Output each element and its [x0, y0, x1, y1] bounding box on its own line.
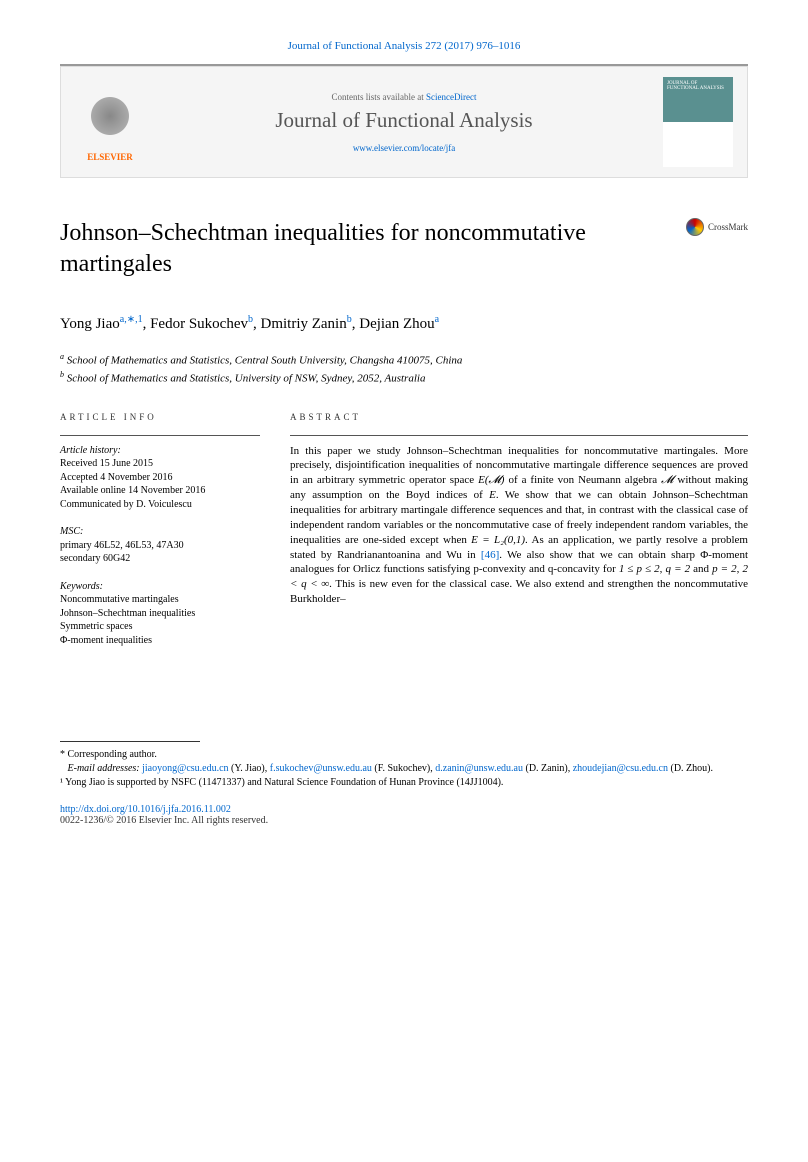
sciencedirect-link[interactable]: ScienceDirect — [426, 92, 476, 102]
journal-banner: ELSEVIER Contents lists available at Sci… — [60, 66, 748, 178]
msc-block: MSC: primary 46L52, 46L53, 47A30 seconda… — [60, 525, 260, 566]
email-link[interactable]: jiaoyong@csu.edu.cn — [142, 763, 228, 774]
affiliations: a School of Mathematics and Statistics, … — [60, 351, 748, 387]
abstract-text: In this paper we study Johnson–Schechtma… — [290, 444, 748, 607]
elsevier-logo[interactable]: ELSEVIER — [75, 82, 145, 162]
email-link[interactable]: d.zanin@unsw.edu.au — [435, 763, 523, 774]
author: Fedor Sukochevb — [150, 316, 253, 332]
contents-line: Contents lists available at ScienceDirec… — [159, 92, 649, 102]
title-row: Johnson–Schechtman inequalities for nonc… — [60, 218, 748, 286]
email-link[interactable]: zhoudejian@csu.edu.cn — [573, 763, 668, 774]
journal-homepage: www.elsevier.com/locate/jfa — [159, 143, 649, 153]
banner-middle: Contents lists available at ScienceDirec… — [159, 92, 649, 153]
author: Dmitriy Zaninb — [260, 316, 351, 332]
info-rule — [60, 435, 260, 436]
crossmark-badge[interactable]: CrossMark — [686, 218, 748, 236]
copyright-line: 0022-1236/© 2016 Elsevier Inc. All right… — [60, 815, 748, 826]
article-history: Article history: Received 15 June 2015 A… — [60, 444, 260, 512]
email-line: E-mail addresses: jiaoyong@csu.edu.cn (Y… — [60, 762, 748, 776]
keywords-block: Keywords: Noncommutative martingales Joh… — [60, 580, 260, 648]
journal-name: Journal of Functional Analysis — [159, 108, 649, 133]
journal-cover-thumb[interactable]: JOURNAL OF FUNCTIONAL ANALYSIS — [663, 77, 733, 167]
email-link[interactable]: f.sukochev@unsw.edu.au — [270, 763, 372, 774]
authors-line: Yong Jiaoa,∗,1, Fedor Sukochevb, Dmitriy… — [60, 314, 748, 333]
doi-block: http://dx.doi.org/10.1016/j.jfa.2016.11.… — [60, 804, 748, 826]
crossmark-icon — [686, 218, 704, 236]
journal-url-link[interactable]: www.elsevier.com/locate/jfa — [353, 143, 455, 153]
crossmark-label: CrossMark — [708, 222, 748, 232]
abstract-column: ABSTRACT In this paper we study Johnson–… — [290, 411, 748, 661]
article-info-column: ARTICLE INFO Article history: Received 1… — [60, 411, 260, 661]
info-abstract-columns: ARTICLE INFO Article history: Received 1… — [60, 411, 748, 661]
article-title: Johnson–Schechtman inequalities for nonc… — [60, 218, 686, 280]
author: Dejian Zhoua — [359, 316, 439, 332]
abstract-rule — [290, 435, 748, 436]
elsevier-label: ELSEVIER — [87, 152, 133, 162]
footnote-rule — [60, 741, 200, 742]
ref-link[interactable]: [46] — [481, 549, 499, 561]
footnotes: * Corresponding author. E-mail addresses… — [60, 748, 748, 790]
funding-note: ¹ Yong Jiao is supported by NSFC (114713… — [60, 776, 748, 790]
corresponding-note: * Corresponding author. — [60, 748, 748, 762]
header-citation: Journal of Functional Analysis 272 (2017… — [60, 40, 748, 52]
affiliation: a School of Mathematics and Statistics, … — [60, 351, 748, 369]
abstract-label: ABSTRACT — [290, 411, 748, 426]
doi-link[interactable]: http://dx.doi.org/10.1016/j.jfa.2016.11.… — [60, 804, 231, 815]
author: Yong Jiaoa,∗,1 — [60, 316, 143, 332]
article-info-label: ARTICLE INFO — [60, 411, 260, 426]
affiliation: b School of Mathematics and Statistics, … — [60, 369, 748, 387]
citation-link[interactable]: Journal of Functional Analysis 272 (2017… — [288, 40, 521, 52]
elsevier-tree-icon — [80, 92, 140, 152]
